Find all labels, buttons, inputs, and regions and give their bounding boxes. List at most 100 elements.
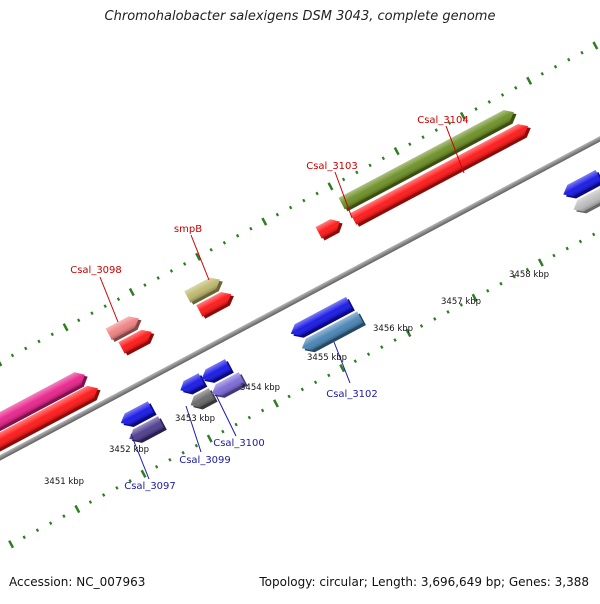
scale-minor-tick	[408, 142, 412, 147]
scale-minor-tick	[222, 240, 227, 245]
scale-minor-tick	[525, 267, 530, 272]
gene-arrow-g-3100[interactable]	[198, 358, 234, 387]
gene-arrow-g-3099b[interactable]	[188, 387, 218, 413]
scale-major-tick	[128, 287, 135, 297]
scale-minor-tick	[181, 450, 185, 455]
gene-arrow-g-3104b[interactable]	[350, 120, 534, 228]
scale-minor-tick	[486, 288, 490, 293]
gene-arrow-g-3103[interactable]	[315, 215, 346, 241]
scale-minor-tick	[128, 479, 132, 483]
scale-minor-tick	[115, 486, 119, 490]
scale-major-tick	[74, 504, 81, 514]
scale-minor-tick	[249, 226, 253, 231]
scale-minor-tick	[434, 128, 438, 132]
gene-label-smpb[interactable]: smpB	[174, 224, 202, 235]
scale-minor-tick	[103, 304, 107, 309]
scale-minor-tick	[353, 359, 357, 364]
scale-minor-tick	[22, 535, 26, 540]
gene-arrow-g-3102[interactable]	[288, 296, 355, 342]
scale-minor-tick	[368, 163, 372, 168]
scale-minor-tick	[512, 274, 516, 279]
gene-arrow-g-3097[interactable]	[118, 401, 157, 432]
gene-arrow-g-left-red[interactable]	[0, 381, 104, 453]
scale-major-tick	[393, 147, 400, 156]
scale-minor-tick	[247, 415, 252, 420]
gene-arrow-g-3104[interactable]	[338, 106, 520, 212]
scale-minor-tick	[235, 233, 240, 238]
callout-line-csal-3104	[445, 125, 465, 174]
callout-line-csal-3098	[99, 276, 119, 323]
gene-arrow-g-3098b[interactable]	[118, 325, 158, 356]
gene-arrow-g-3100b[interactable]	[209, 372, 248, 403]
scale-minor-tick	[567, 57, 571, 62]
scale-minor-tick	[288, 205, 293, 210]
gene-label-csal-3099[interactable]: Csal_3099	[179, 455, 231, 466]
genome-summary-text: Topology: circular; Length: 3,696,649 bp…	[259, 575, 589, 589]
scale-major-tick	[140, 469, 147, 478]
map-title: Chromohalobacter salexigens DSM 3043, co…	[104, 9, 496, 24]
scale-minor-tick	[24, 346, 28, 351]
scale-minor-tick	[419, 324, 424, 328]
scale-minor-tick	[315, 191, 319, 196]
scale-minor-tick	[10, 353, 15, 358]
gene-label-csal-3100[interactable]: Csal_3100	[213, 438, 265, 449]
gene-label-csal-3097[interactable]: Csal_3097	[124, 481, 176, 492]
scale-minor-tick	[156, 276, 160, 280]
gene-label-csal-3098[interactable]: Csal_3098	[70, 265, 122, 276]
gene-arrow-g-smpBb[interactable]	[196, 288, 237, 320]
gene-arrow-g-smpB[interactable]	[184, 273, 226, 305]
tick-label-3454: 3454 kbp	[240, 383, 280, 393]
gene-arrow-g-3102b[interactable]	[299, 311, 366, 357]
gene-label-csal-3104[interactable]: Csal_3104	[417, 115, 469, 126]
scale-minor-tick	[302, 198, 306, 203]
gene-arrow-g-right-grey[interactable]	[570, 184, 600, 218]
scale-minor-tick	[592, 232, 596, 237]
scale-minor-tick	[101, 493, 106, 497]
outer-scale-ring	[0, 41, 599, 367]
scale-minor-tick	[313, 380, 318, 385]
scale-minor-tick	[499, 281, 503, 286]
scale-minor-tick	[578, 239, 583, 244]
scale-minor-tick	[275, 212, 280, 217]
callout-line-csal-3100	[215, 394, 237, 437]
scale-minor-tick	[88, 500, 93, 504]
scale-minor-tick	[154, 464, 159, 469]
callout-line-smpb	[190, 234, 210, 281]
scale-minor-tick	[287, 394, 291, 399]
tick-label-3453: 3453 kbp	[175, 414, 215, 424]
scale-major-tick	[8, 540, 15, 549]
scale-minor-tick	[143, 283, 147, 287]
scale-major-tick	[327, 182, 334, 191]
genome-backbone	[0, 61, 600, 536]
gene-label-csal-3103[interactable]: Csal_3103	[306, 161, 358, 172]
scale-minor-tick	[447, 121, 452, 125]
scale-major-tick	[537, 258, 544, 267]
gene-arrow-g-3098[interactable]	[105, 312, 145, 343]
gene-label-csal-3102[interactable]: Csal_3102	[326, 389, 378, 400]
scale-minor-tick	[77, 318, 81, 323]
scale-major-tick	[206, 434, 213, 443]
callout-line-csal-3103	[334, 171, 353, 219]
scale-minor-tick	[565, 246, 569, 251]
gene-arrow-g-right-blue[interactable]	[560, 169, 600, 203]
gene-arrow-g-3097b[interactable]	[126, 416, 167, 448]
scale-minor-tick	[49, 521, 53, 526]
scale-minor-tick	[421, 135, 425, 140]
scale-minor-tick	[459, 303, 463, 307]
scale-minor-tick	[116, 297, 121, 301]
scale-minor-tick	[446, 310, 450, 314]
scale-minor-tick	[260, 408, 265, 413]
scale-major-tick	[471, 293, 478, 302]
gene-arrow-g-3099[interactable]	[177, 373, 208, 399]
scale-minor-tick	[62, 514, 66, 518]
inner-scale-ring	[8, 232, 596, 549]
scale-minor-tick	[355, 170, 359, 175]
scale-minor-tick	[580, 50, 584, 55]
accession-text: Accession: NC_007963	[9, 575, 146, 589]
scale-minor-tick	[487, 100, 491, 104]
gene-arrow-g-left-pink[interactable]	[0, 368, 91, 438]
tick-label-3452: 3452 kbp	[109, 445, 149, 455]
scale-major-tick	[339, 364, 346, 373]
scale-major-tick	[261, 217, 268, 226]
